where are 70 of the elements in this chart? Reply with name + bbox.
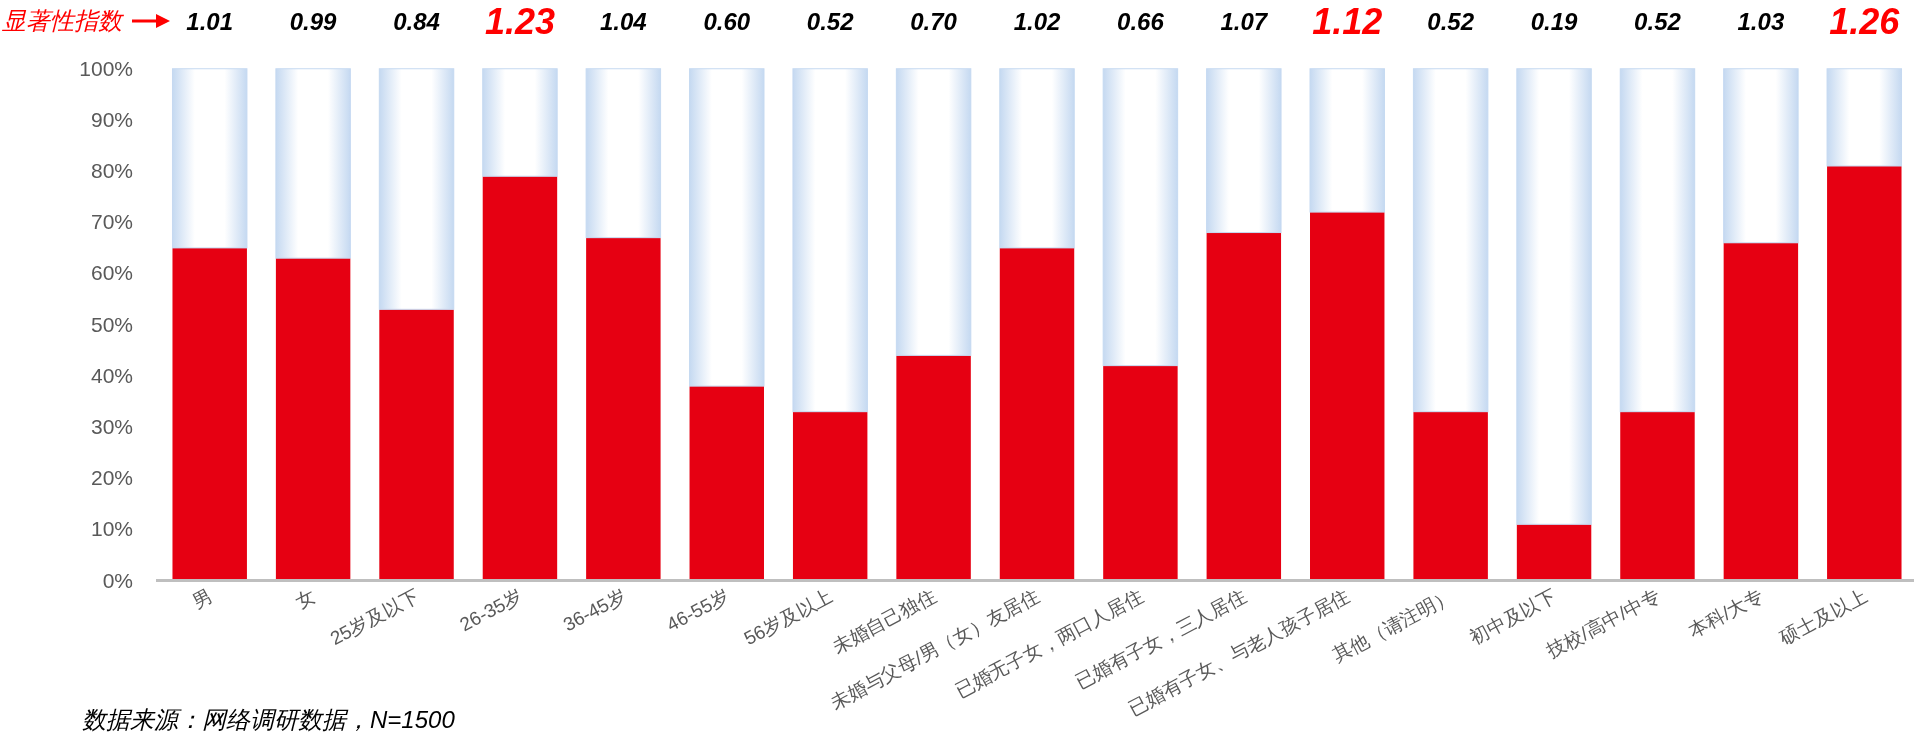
text: 1.03: [1737, 8, 1785, 35]
y-tick-label: 80%: [90, 159, 133, 183]
bar: [1619, 68, 1696, 413]
y-tick-label: 40%: [90, 363, 133, 387]
x-tick-label: 女: [292, 584, 319, 613]
bar: [482, 68, 558, 177]
bar: [379, 309, 454, 581]
y-tick-label: 0%: [102, 568, 133, 592]
text: 1.04: [599, 8, 647, 35]
text: 0.52: [806, 8, 855, 35]
bar: [1827, 166, 1902, 581]
y-tick-label: 50%: [90, 312, 133, 336]
y-tick-label: 10%: [90, 517, 133, 541]
bar: [1826, 68, 1903, 167]
text: 0.52: [1427, 8, 1475, 35]
bar: [792, 411, 868, 581]
text: 0.99: [289, 8, 338, 35]
bar: [586, 237, 661, 581]
text: 1.07: [1220, 8, 1269, 35]
y-tick-label: 90%: [90, 107, 133, 131]
bar: [1206, 68, 1282, 234]
bar: [895, 68, 972, 356]
bar: [689, 68, 765, 387]
y-tick-label: 60%: [90, 261, 133, 285]
text: 显著性指数: [1, 7, 125, 34]
text: 1.01: [186, 8, 234, 35]
bar: [896, 355, 971, 581]
bar: [1412, 68, 1489, 413]
y-tick-label: 30%: [90, 415, 133, 439]
bar: [275, 68, 351, 259]
y-tick-label: 20%: [90, 466, 133, 490]
text: 1.02: [1013, 8, 1061, 35]
bar: [689, 386, 764, 581]
source-note: 数据来源：网络调研数据，N=1500: [82, 706, 456, 733]
bar: [1103, 365, 1178, 581]
text: 1.26: [1829, 1, 1901, 42]
x-tick-label: 本科/大专: [1685, 584, 1767, 642]
bar: [378, 68, 455, 310]
bar: [1723, 68, 1799, 244]
bar: [275, 258, 351, 581]
text: 1.12: [1312, 1, 1383, 42]
bar: [1102, 68, 1179, 367]
y-tick-label: 70%: [90, 210, 133, 234]
bar: [1310, 212, 1385, 581]
text: 0.66: [1117, 8, 1165, 35]
text: 0.60: [703, 8, 751, 35]
text: 0.70: [910, 8, 958, 35]
x-tick-label: 硕士及以上: [1775, 584, 1871, 649]
bar: [1206, 232, 1282, 581]
y-tick-label: 100%: [79, 56, 133, 80]
bar: [1723, 242, 1799, 581]
bar: [1516, 68, 1592, 525]
bar: [1309, 68, 1385, 213]
bar: [482, 176, 558, 581]
bar: [1516, 524, 1592, 581]
text: 0.84: [393, 8, 440, 35]
text: 0.52: [1634, 8, 1682, 35]
bar: [171, 68, 248, 249]
bar: [792, 68, 868, 413]
x-tick-label: 25岁及以下: [326, 584, 423, 650]
bar: [585, 68, 662, 239]
x-tick-label: 男: [188, 584, 216, 613]
text: 0.19: [1530, 8, 1579, 35]
bar: [1413, 411, 1488, 581]
bar: [999, 68, 1075, 249]
bar: [172, 247, 247, 581]
x-tick-label: 46-55岁: [663, 584, 733, 636]
bar: [1620, 411, 1695, 581]
text: 1.23: [484, 1, 555, 42]
bar: [999, 247, 1075, 581]
